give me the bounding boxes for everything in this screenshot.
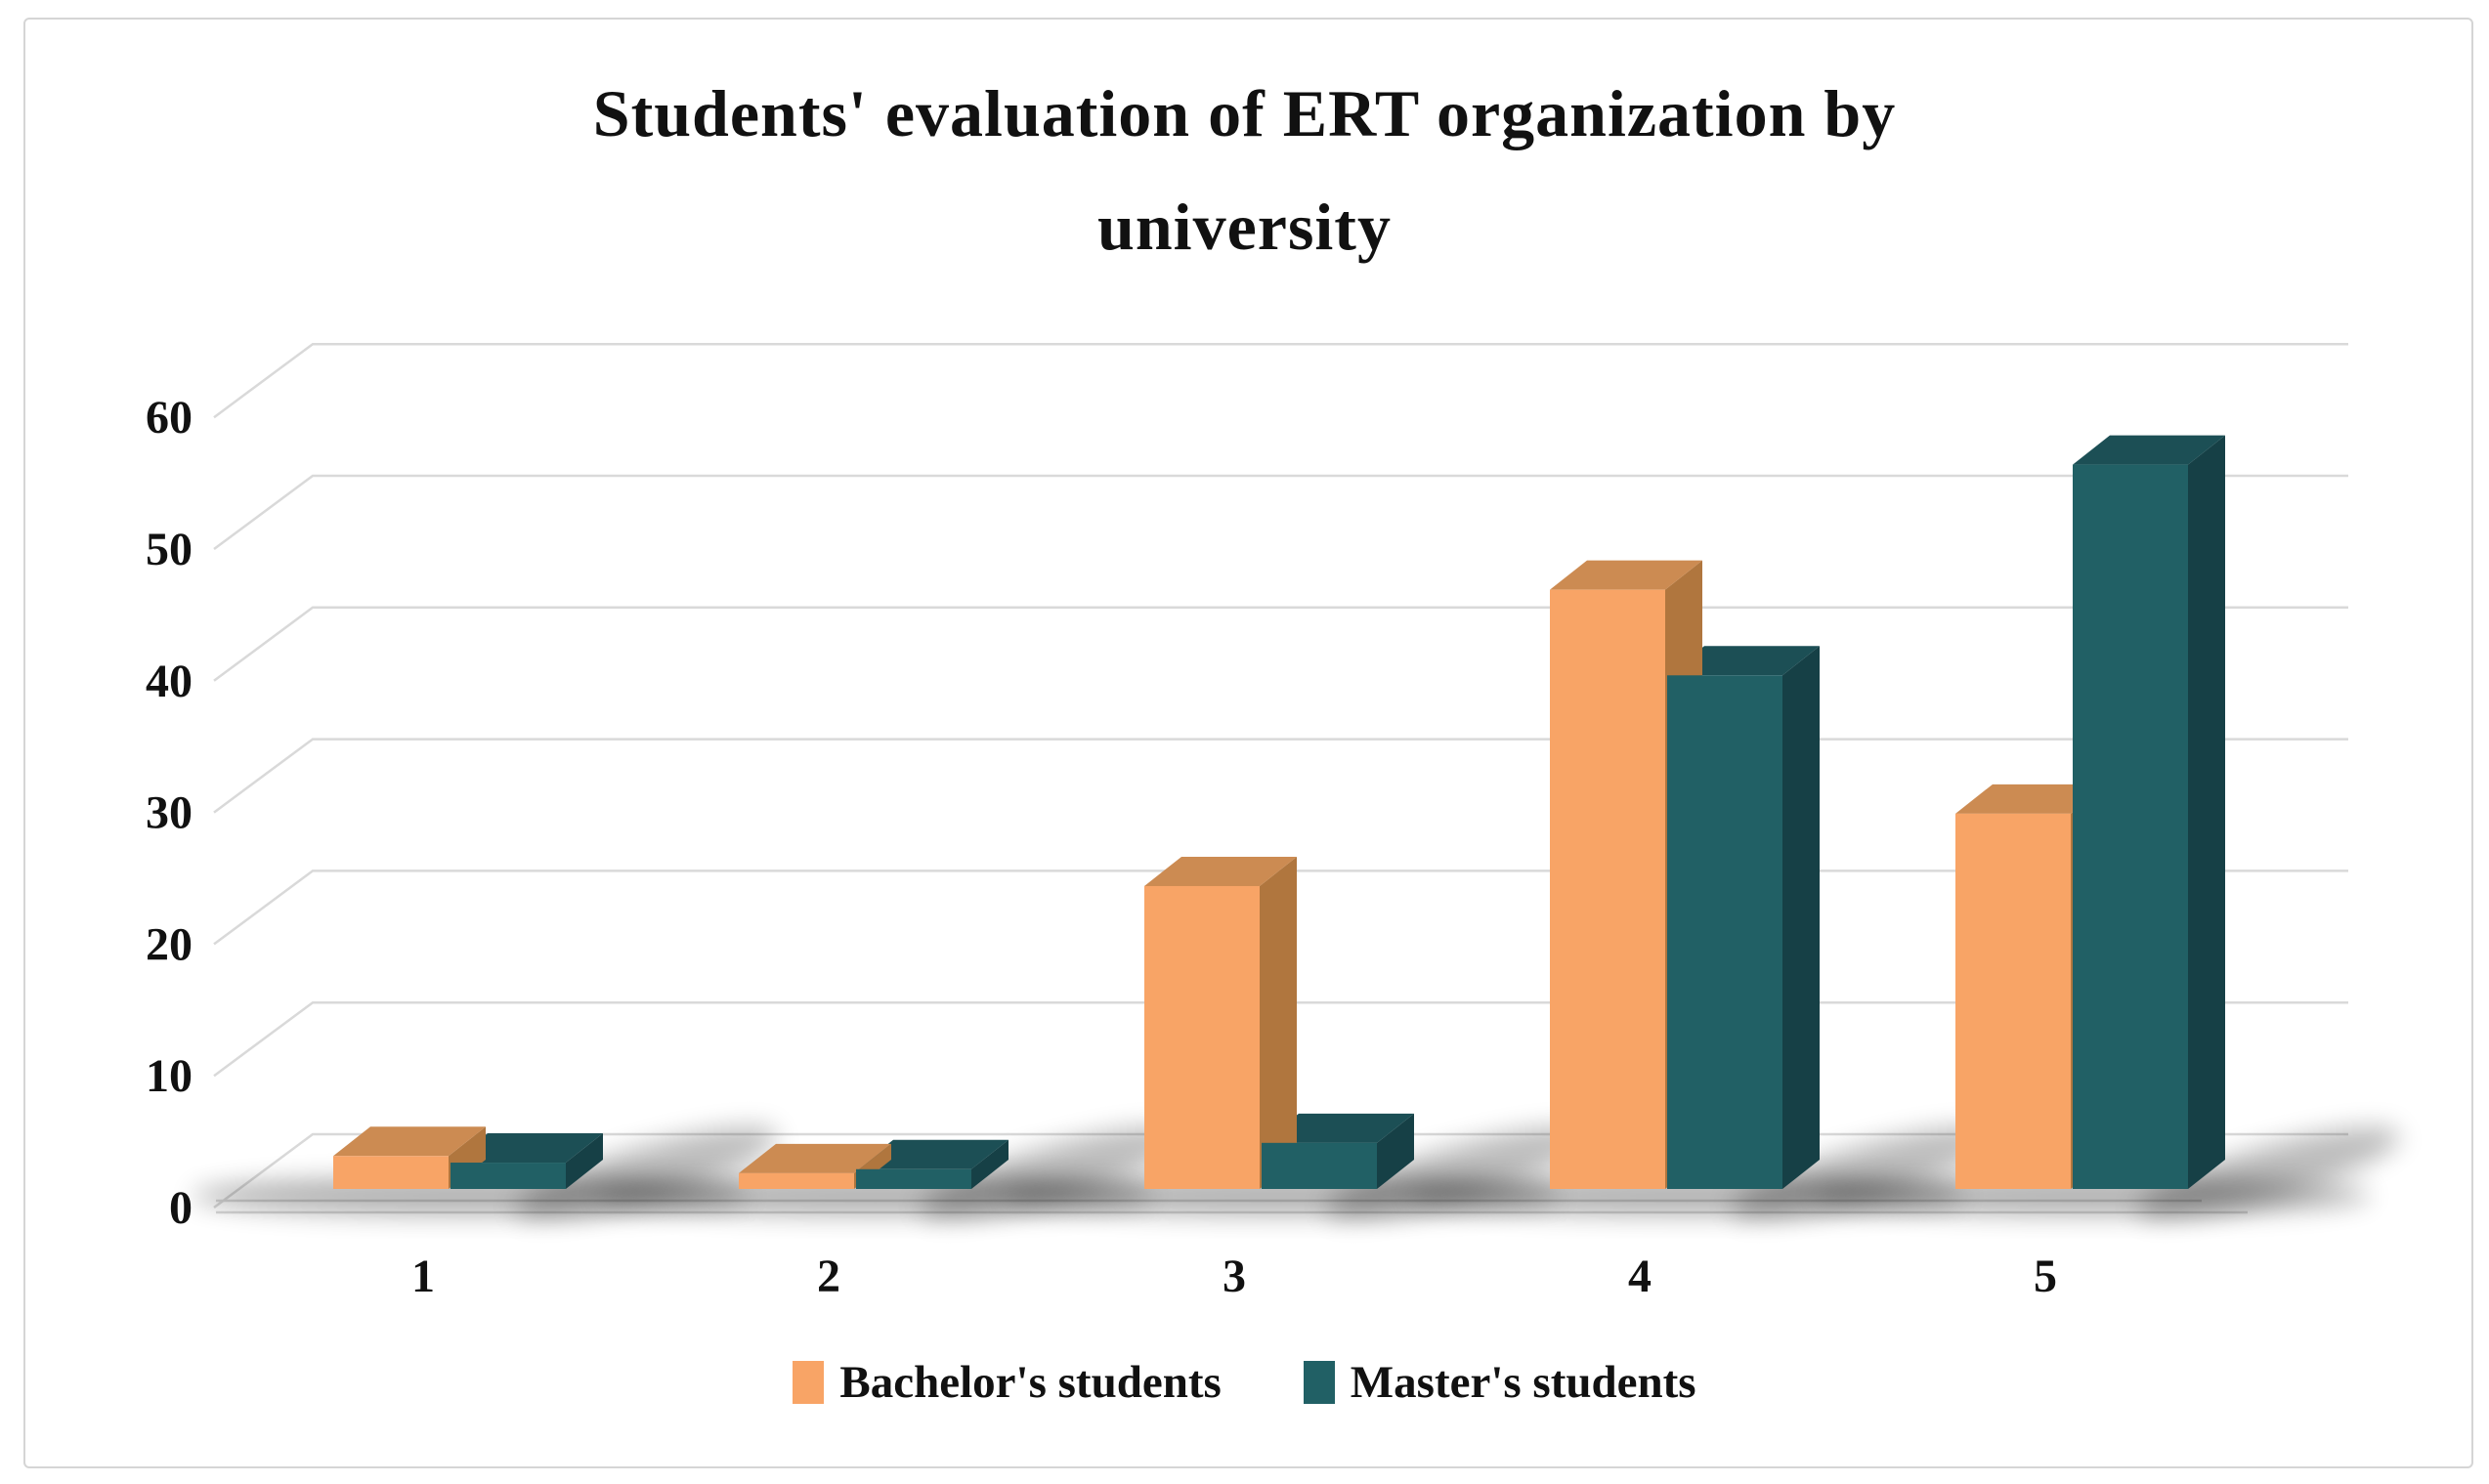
bar-bachelor-top-cat3	[1144, 856, 1297, 886]
bar-master-cat3	[1262, 1142, 1377, 1189]
x-category-label-1: 1	[411, 1251, 435, 1302]
legend-label-bachelor: Bachelor's students	[839, 1357, 1222, 1408]
bar-bachelor-top-cat1	[333, 1126, 486, 1157]
x-category-label-3: 3	[1223, 1251, 1246, 1302]
bar-bachelor-cat4	[1550, 589, 1665, 1189]
chart-title-line1: Students' evaluation of ERT organization…	[592, 76, 1897, 150]
y-tick-label-60: 60	[146, 392, 193, 444]
bar-master-side-cat3	[1377, 1113, 1414, 1189]
bar-master-cat1	[451, 1163, 566, 1189]
x-category-label-2: 2	[817, 1251, 840, 1302]
y-tick-label-20: 20	[146, 918, 193, 970]
bar-bachelor-top-cat4	[1550, 560, 1702, 590]
bar-shadow	[920, 1126, 1183, 1218]
bar-shadow	[1325, 1126, 1589, 1218]
y-tick-label-30: 30	[146, 787, 193, 839]
bar-bachelor-cat2	[739, 1172, 854, 1189]
bar-bachelor-cat5	[1955, 813, 2071, 1189]
bar-master-top-cat3	[1262, 1113, 1414, 1143]
y-tick-label-10: 10	[146, 1050, 193, 1102]
y-tick-label-50: 50	[146, 524, 193, 575]
bar-master-side-cat1	[566, 1133, 603, 1189]
legend-label-master: Master's students	[1350, 1357, 1696, 1408]
bar-shadow	[2136, 1126, 2400, 1218]
bar-master-side-cat5	[2188, 435, 2225, 1190]
chart-title-line2: university	[1097, 190, 1392, 264]
y-tick-label-0: 0	[169, 1182, 193, 1234]
bar-bachelor-cat1	[333, 1156, 449, 1189]
bar-master-cat5	[2073, 464, 2188, 1190]
bar-master-top-cat1	[451, 1133, 603, 1164]
chart-title: Students' evaluation of ERT organization…	[0, 57, 2489, 283]
x-category-label-5: 5	[2034, 1251, 2057, 1302]
legend-swatch-bachelor-icon	[793, 1361, 825, 1404]
gridline-50	[213, 474, 2348, 551]
bar-master-top-cat5	[2073, 435, 2225, 465]
bar-bachelor-cat3	[1144, 885, 1260, 1189]
y-tick-label-40: 40	[146, 656, 193, 707]
bar-master-top-cat4	[1667, 646, 1820, 676]
bar-bachelor-top-cat5	[1955, 784, 2108, 814]
x-category-label-4: 4	[1628, 1251, 1652, 1302]
bar-master-side-cat2	[971, 1139, 1008, 1189]
bar-shadow	[1731, 1126, 1995, 1218]
chart-legend: Bachelor's students Master's students	[0, 1356, 2489, 1409]
gridline-60	[213, 342, 2348, 419]
bar-master-cat2	[856, 1168, 971, 1189]
gridline-40	[213, 606, 2348, 682]
bar-bachelor-top-cat2	[739, 1143, 891, 1173]
legend-item-master: Master's students	[1303, 1356, 1696, 1409]
bar-bachelor-side-cat3	[1260, 856, 1297, 1189]
legend-swatch-master-icon	[1303, 1361, 1335, 1404]
bar-shadow	[514, 1126, 778, 1218]
bar-master-side-cat4	[1782, 646, 1820, 1189]
legend-item-bachelor: Bachelor's students	[793, 1356, 1222, 1409]
bar-master-top-cat2	[856, 1139, 1008, 1169]
bar-master-cat4	[1667, 675, 1782, 1189]
